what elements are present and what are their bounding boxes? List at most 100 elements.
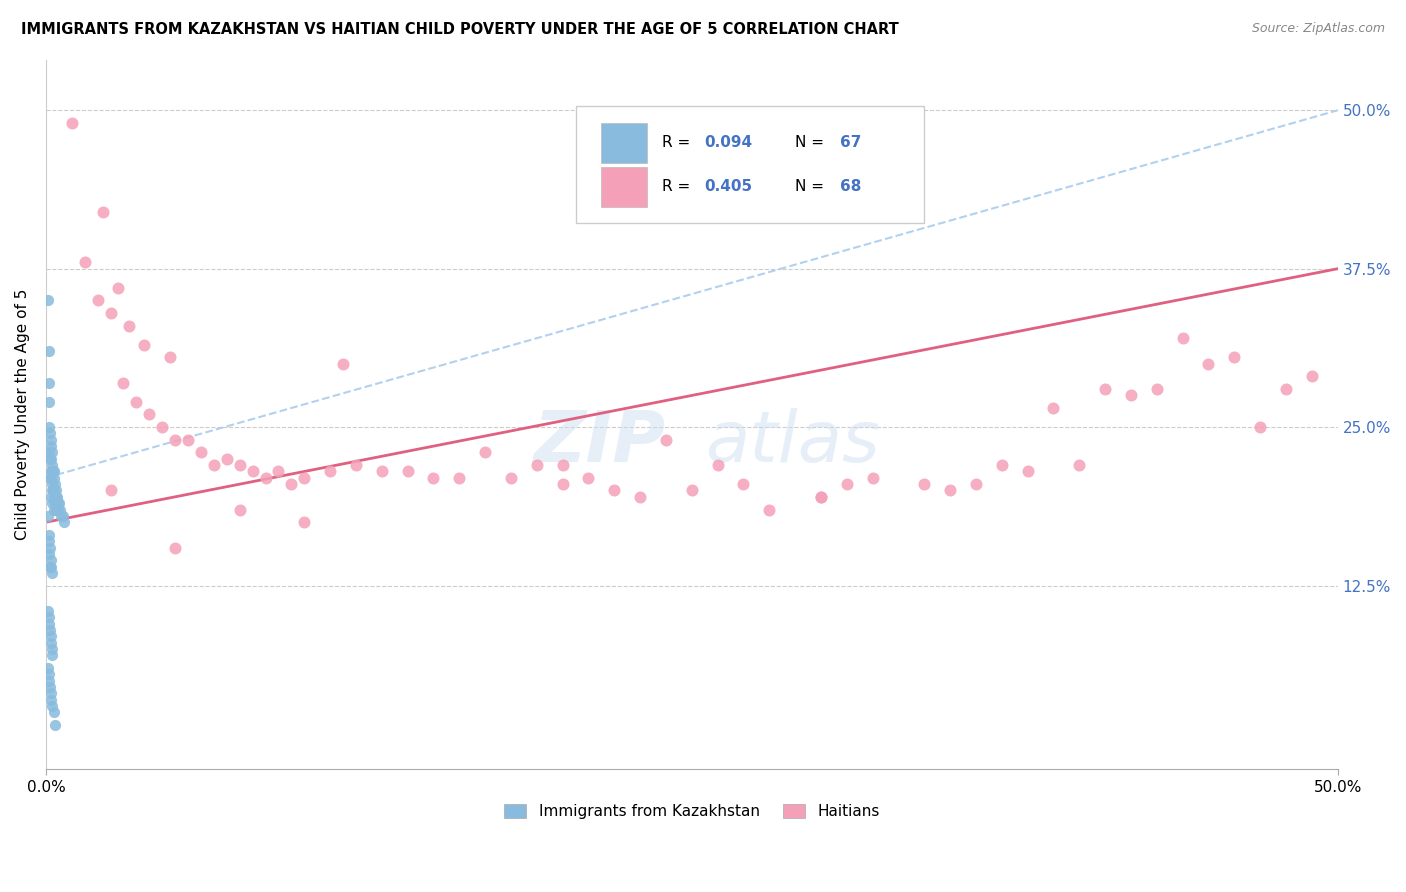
Point xyxy=(125,394,148,409)
Y-axis label: Child Poverty Under the Age of 5: Child Poverty Under the Age of 5 xyxy=(15,289,30,541)
Text: 0.405: 0.405 xyxy=(704,179,752,194)
Point xyxy=(37,661,59,675)
Point xyxy=(45,502,67,516)
Text: N =: N = xyxy=(796,136,830,151)
Point xyxy=(38,471,60,485)
Point xyxy=(100,483,122,498)
Point xyxy=(474,445,496,459)
Point xyxy=(39,490,62,504)
Point xyxy=(39,451,62,466)
Point xyxy=(332,357,354,371)
Point xyxy=(39,692,62,706)
Point xyxy=(48,502,70,516)
Point xyxy=(117,318,139,333)
Text: N =: N = xyxy=(796,179,830,194)
Point xyxy=(107,281,129,295)
Point xyxy=(38,559,60,574)
Point xyxy=(578,471,600,485)
Point xyxy=(45,483,67,498)
Text: IMMIGRANTS FROM KAZAKHSTAN VS HAITIAN CHILD POVERTY UNDER THE AGE OF 5 CORRELATI: IMMIGRANTS FROM KAZAKHSTAN VS HAITIAN CH… xyxy=(21,22,898,37)
Point xyxy=(159,351,181,365)
Point xyxy=(280,477,302,491)
Point xyxy=(1275,382,1298,396)
Point xyxy=(706,458,728,472)
Point xyxy=(53,515,76,529)
Point xyxy=(41,458,63,472)
Point xyxy=(758,502,780,516)
Point xyxy=(44,471,66,485)
Point xyxy=(112,376,135,390)
Point xyxy=(52,508,75,523)
Point xyxy=(292,515,315,529)
Point xyxy=(228,458,250,472)
Point xyxy=(41,698,63,713)
Point xyxy=(150,420,173,434)
Point xyxy=(51,508,73,523)
Point xyxy=(38,420,60,434)
Point xyxy=(42,706,65,720)
Point xyxy=(39,686,62,700)
Point xyxy=(42,483,65,498)
Point xyxy=(1171,331,1194,345)
Point xyxy=(38,616,60,631)
Point xyxy=(165,433,187,447)
Point xyxy=(1119,388,1142,402)
Point xyxy=(1146,382,1168,396)
Point xyxy=(38,528,60,542)
Text: Source: ZipAtlas.com: Source: ZipAtlas.com xyxy=(1251,22,1385,36)
Point xyxy=(835,477,858,491)
Point xyxy=(38,344,60,359)
Point xyxy=(344,458,367,472)
Point xyxy=(1094,382,1116,396)
Point xyxy=(41,648,63,663)
Point xyxy=(1069,458,1091,472)
Point xyxy=(39,635,62,649)
Point xyxy=(39,553,62,567)
Point xyxy=(38,667,60,681)
Point xyxy=(628,490,651,504)
Point xyxy=(422,471,444,485)
Point xyxy=(39,471,62,485)
Point xyxy=(41,496,63,510)
Point xyxy=(254,471,277,485)
Point xyxy=(551,477,574,491)
Legend: Immigrants from Kazakhstan, Haitians: Immigrants from Kazakhstan, Haitians xyxy=(498,798,886,825)
Bar xyxy=(602,168,647,207)
Point xyxy=(1249,420,1271,434)
Text: 67: 67 xyxy=(841,136,862,151)
Point xyxy=(46,496,69,510)
Point xyxy=(38,547,60,561)
Point xyxy=(41,641,63,656)
Point xyxy=(39,465,62,479)
Point xyxy=(42,483,65,498)
Point xyxy=(100,306,122,320)
Point xyxy=(73,255,96,269)
Point xyxy=(733,477,755,491)
Point xyxy=(1042,401,1064,416)
Point xyxy=(810,490,832,504)
Point xyxy=(965,477,987,491)
Point xyxy=(38,680,60,694)
Point xyxy=(526,458,548,472)
Text: atlas: atlas xyxy=(704,409,879,477)
Point xyxy=(267,465,290,479)
FancyBboxPatch shape xyxy=(575,106,924,223)
Point xyxy=(38,445,60,459)
Point xyxy=(86,293,108,308)
Bar xyxy=(602,123,647,162)
Point xyxy=(41,483,63,498)
Point xyxy=(1198,357,1220,371)
Point xyxy=(44,496,66,510)
Point xyxy=(38,451,60,466)
Point xyxy=(44,490,66,504)
Point xyxy=(41,445,63,459)
Point xyxy=(242,465,264,479)
Point xyxy=(1017,465,1039,479)
Point xyxy=(60,116,83,130)
Point xyxy=(44,477,66,491)
Point xyxy=(38,623,60,637)
Point xyxy=(39,439,62,453)
Point xyxy=(42,465,65,479)
Point xyxy=(1223,351,1246,365)
Point xyxy=(41,566,63,580)
